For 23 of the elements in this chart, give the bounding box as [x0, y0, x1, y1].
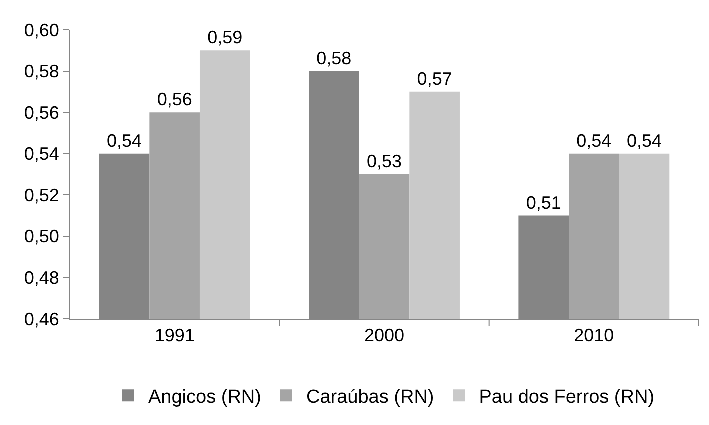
data-label: 0,54 — [626, 130, 662, 151]
legend-label: Pau dos Ferros (RN) — [479, 387, 655, 408]
data-label: 0,51 — [526, 192, 562, 213]
y-tick-label: 0,56 — [24, 102, 60, 123]
y-tick-label: 0,50 — [24, 226, 60, 247]
data-label: 0,59 — [208, 28, 243, 48]
y-tick-label: 0,60 — [24, 20, 60, 40]
y-tick-label: 0,46 — [24, 309, 60, 330]
x-tick-label: 1991 — [154, 326, 195, 346]
legend-label: Angicos (RN) — [148, 387, 262, 408]
x-tick-label: 2000 — [364, 326, 405, 346]
y-tick-label: 0,54 — [24, 144, 60, 164]
y-tick-label: 0,58 — [24, 62, 60, 82]
y-tick-label: 0,52 — [24, 185, 60, 206]
data-label: 0,56 — [157, 90, 192, 110]
data-label: 0,53 — [366, 152, 402, 172]
data-label: 0,58 — [316, 48, 352, 68]
y-tick-label: 0,48 — [24, 268, 60, 288]
data-label: 0,57 — [417, 68, 452, 89]
x-tick-label: 2010 — [574, 326, 614, 346]
data-label: 0,54 — [106, 130, 142, 151]
data-label: 0,54 — [576, 130, 612, 151]
legend-label: Caraúbas (RN) — [306, 387, 434, 408]
